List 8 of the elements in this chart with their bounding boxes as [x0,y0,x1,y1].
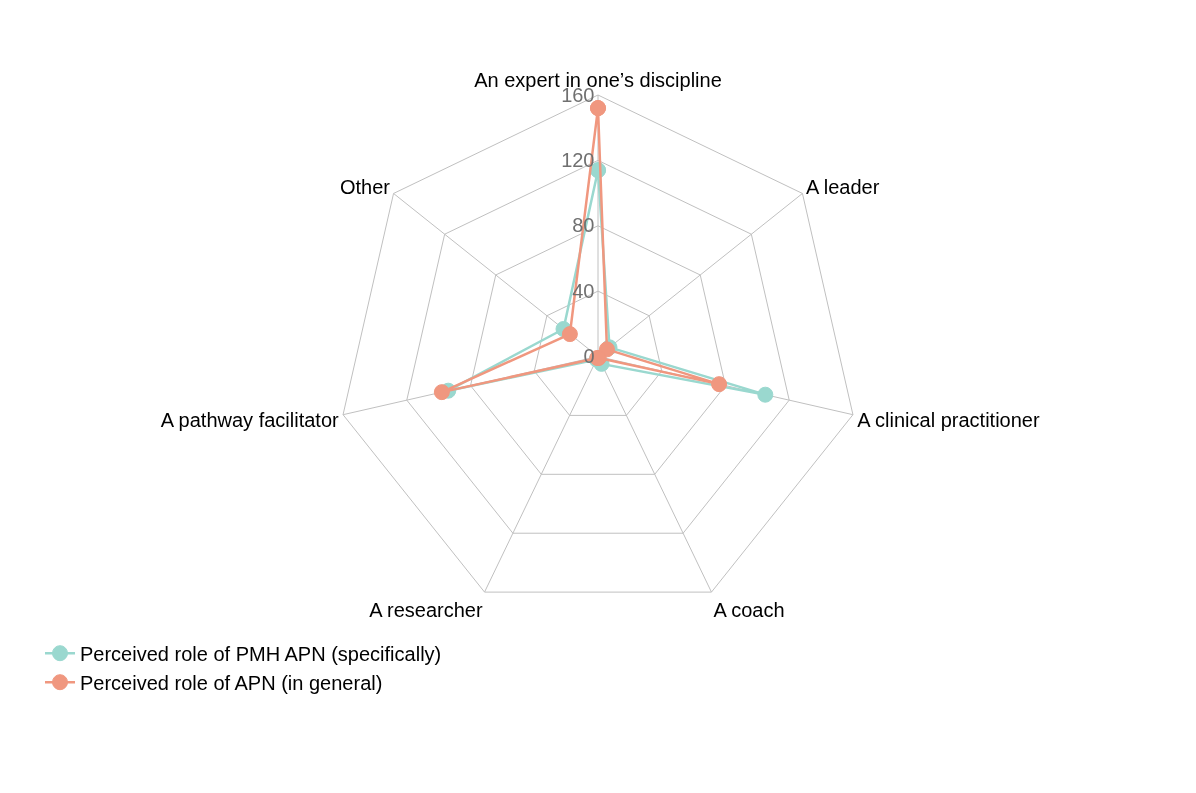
legend-label: Perceived role of APN (in general) [80,671,383,694]
spoke-label: A leader [805,175,880,198]
legend-label: Perceived role of PMH APN (specifically) [80,642,442,665]
spoke-label: A researcher [369,599,483,622]
spoke-label: A pathway facilitator [160,408,340,431]
spoke-label: Other [340,175,391,198]
spoke-label: A coach [713,599,785,622]
spoke-label: A clinical practitioner [857,408,1040,431]
